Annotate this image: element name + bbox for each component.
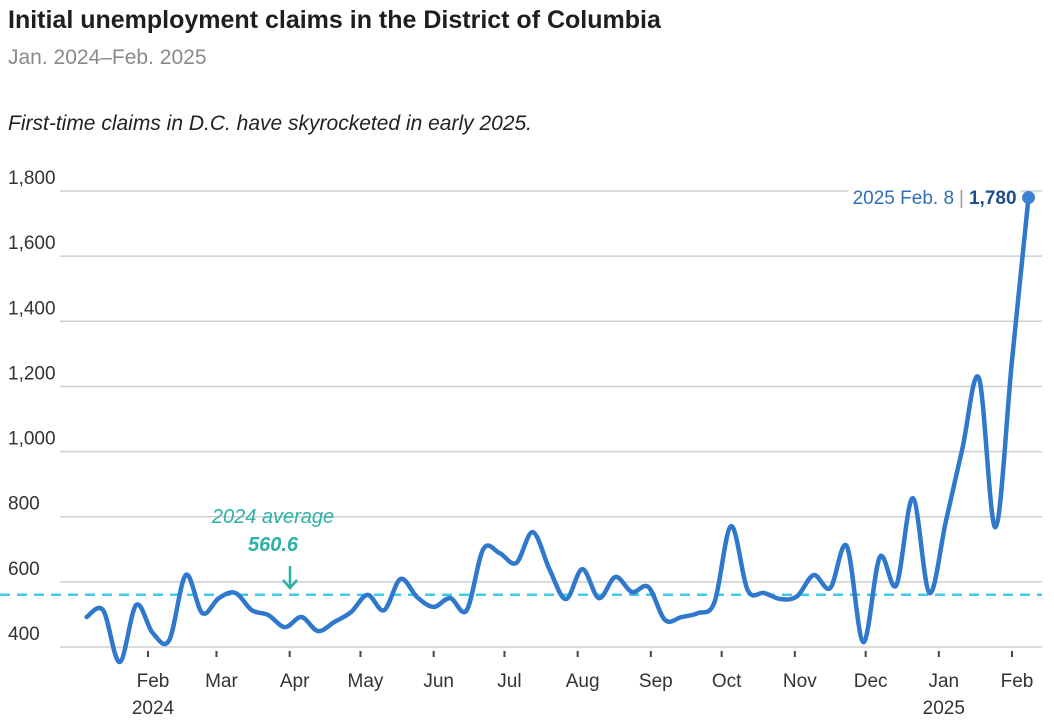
x-tick-label: May — [348, 671, 384, 692]
y-tick-label: 1,400 — [8, 298, 56, 319]
chart-title: Initial unemployment claims in the Distr… — [8, 6, 661, 34]
y-tick-label: 1,200 — [8, 363, 56, 384]
endpoint-marker — [1022, 191, 1036, 205]
arrow-down-icon — [282, 566, 298, 590]
y-tick-label: 800 — [8, 494, 40, 515]
endpoint-label: 2025 Feb. 8 | 1,780 — [853, 188, 1017, 209]
y-tick-label: 600 — [8, 559, 40, 580]
y-tick-label: 1,600 — [8, 233, 56, 254]
chart-subtitle: Jan. 2024–Feb. 2025 — [8, 46, 207, 69]
endpoint-separator: | — [959, 188, 964, 209]
x-axis: Feb 2024 Mar Apr May Jun Jul Aug Sep Oct Nov Dec Jan… — [132, 651, 1034, 719]
x-tick-label: Apr — [280, 671, 310, 692]
gridlines — [60, 190, 1042, 648]
y-tick-label: 400 — [8, 624, 40, 645]
x-year-label: 2024 — [132, 698, 175, 719]
x-tick-label: Feb — [1001, 671, 1034, 692]
x-tick-label: Oct — [712, 671, 742, 692]
series-line — [84, 195, 1031, 665]
x-tick-label: Mar — [205, 671, 238, 692]
x-year-label: 2025 — [923, 698, 965, 719]
average-value: 560.6 — [248, 534, 299, 556]
x-tick-label: Jan — [928, 671, 959, 692]
x-tick-label: Nov — [783, 671, 817, 692]
x-tick-label: Aug — [566, 671, 600, 692]
endpoint-value: 1,780 — [969, 188, 1017, 209]
chart-note: First-time claims in D.C. have skyrocket… — [8, 112, 533, 135]
x-tick-label: Jul — [497, 671, 521, 692]
y-tick-label: 1,000 — [8, 429, 56, 450]
x-tick-label: Dec — [854, 671, 888, 692]
x-tick-label: Sep — [639, 671, 673, 692]
y-tick-label: 1,800 — [8, 168, 56, 189]
y-axis: 400 600 800 1,000 1,200 1,400 1,600 1,800 — [6, 168, 60, 645]
endpoint-date: 2025 Feb. 8 — [853, 188, 954, 209]
x-tick-label: Feb — [137, 671, 170, 692]
x-tick-label: Jun — [423, 671, 454, 692]
average-label: 2024 average — [211, 506, 334, 528]
